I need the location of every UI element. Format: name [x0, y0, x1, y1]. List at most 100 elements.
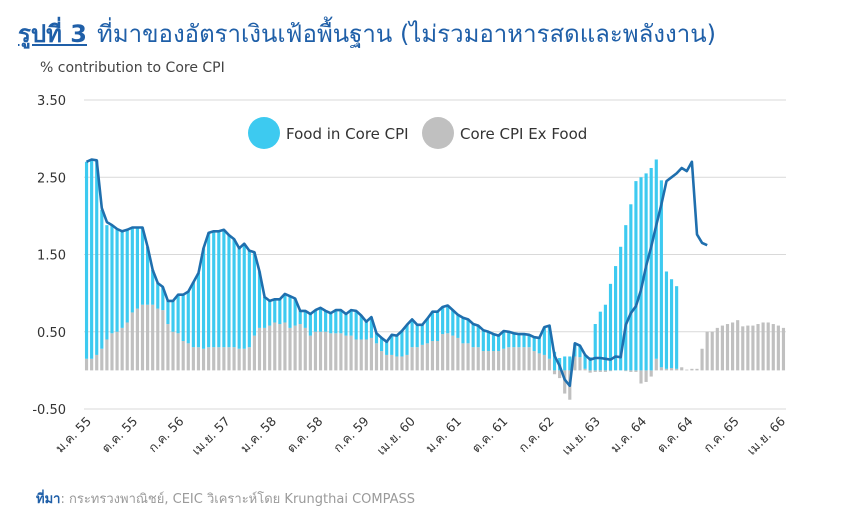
bar-core-ex-food: [552, 370, 557, 375]
bar-core-ex-food: [329, 333, 333, 371]
bar-food-in-core: [100, 209, 104, 349]
bar-core-ex-food: [181, 341, 185, 371]
chart-title: รูปที่ 3 ที่มาของอัตราเงินเฟ้อพื้นฐาน (ไม…: [18, 14, 716, 53]
bar-food-in-core: [420, 324, 424, 345]
bar-core-ex-food: [761, 322, 765, 371]
bar-food-in-core: [512, 333, 516, 348]
x-tick-label: ก.ค. 65: [700, 414, 742, 456]
bar-core-ex-food: [354, 339, 358, 371]
bar-food-in-core: [156, 283, 160, 309]
bar-core-ex-food: [171, 331, 175, 371]
bar-core-ex-food: [756, 324, 760, 371]
bar-core-ex-food: [324, 331, 328, 371]
bar-food-in-core: [115, 229, 119, 332]
bar-core-ex-food: [298, 324, 302, 371]
bar-food-in-core: [532, 337, 536, 352]
bar-food-in-core: [471, 324, 475, 348]
bar-core-ex-food: [115, 331, 119, 371]
bar-food-in-core: [268, 300, 272, 326]
bar-core-ex-food: [522, 347, 526, 371]
bar-core-ex-food: [308, 335, 312, 371]
bar-food-in-core: [385, 341, 389, 355]
bar-food-in-core: [614, 266, 618, 371]
source-text: : กระทรวงพาณิชย์, CEIC วิเคราะห์โดย Krun…: [60, 492, 415, 507]
bar-core-ex-food: [237, 348, 241, 371]
bar-core-ex-food: [369, 337, 373, 371]
bar-core-ex-food: [588, 370, 592, 373]
bar-core-ex-food: [583, 368, 587, 371]
bar-core-ex-food: [491, 351, 496, 371]
bar-core-ex-food: [247, 347, 251, 371]
bar-core-ex-food: [532, 351, 536, 371]
bar-core-ex-food: [705, 331, 709, 371]
bar-food-in-core: [634, 181, 638, 371]
bar-food-in-core: [161, 286, 165, 311]
bar-core-ex-food: [654, 358, 658, 371]
bar-food-in-core: [288, 296, 292, 328]
bar-core-ex-food: [156, 308, 160, 371]
figure-label: รูปที่ 3: [18, 20, 87, 48]
y-tick-label: 1.50: [37, 249, 66, 264]
x-tick-label: ต.ค. 61: [469, 414, 511, 456]
bar-food-in-core: [105, 225, 109, 340]
bar-core-ex-food: [430, 341, 435, 371]
bar-food-in-core: [451, 310, 455, 336]
bar-core-ex-food: [542, 354, 546, 371]
y-axis-ticks: 3.50 2.50 1.50 0.50 -0.50: [32, 94, 66, 418]
bar-core-ex-food: [415, 347, 419, 371]
bar-core-ex-food: [263, 327, 267, 371]
bar-core-ex-food: [685, 369, 689, 371]
bar-core-ex-food: [497, 351, 501, 371]
bar-food-in-core: [486, 331, 490, 352]
bar-core-ex-food: [466, 343, 470, 371]
bar-core-ex-food: [659, 367, 663, 371]
bar-core-ex-food: [502, 348, 506, 371]
bar-core-ex-food: [573, 356, 577, 371]
bar-food-in-core: [390, 334, 394, 355]
bar-core-ex-food: [435, 341, 440, 371]
bar-core-ex-food: [212, 347, 216, 371]
bar-core-ex-food: [339, 333, 343, 371]
y-axis-unit-label: % contribution to Core CPI: [40, 60, 225, 76]
bar-food-in-core: [313, 310, 318, 332]
bar-core-ex-food: [222, 347, 226, 371]
bar-core-ex-food: [675, 368, 679, 371]
bar-core-ex-food: [135, 308, 139, 371]
bar-core-ex-food: [527, 347, 531, 371]
bar-food-in-core: [318, 307, 323, 332]
bar-food-in-core: [608, 283, 613, 371]
bar-food-in-core: [110, 225, 114, 334]
bar-food-in-core: [547, 325, 552, 359]
bar-food-in-core: [135, 227, 139, 309]
source-note: ที่มา: กระทรวงพาณิชย์, CEIC วิเคราะห์โดย…: [36, 488, 415, 509]
bar-food-in-core: [552, 351, 557, 371]
bar-core-ex-food: [669, 368, 674, 371]
bar-core-ex-food: [593, 370, 597, 372]
bar-core-ex-food: [161, 310, 165, 371]
bar-food-in-core: [639, 177, 643, 371]
bar-core-ex-food: [405, 354, 409, 371]
bar-core-ex-food: [512, 347, 516, 371]
bar-food-in-core: [380, 337, 384, 352]
bar-food-in-core: [303, 310, 307, 328]
x-tick-label: เม.ย. 66: [744, 413, 788, 457]
x-tick-label: ก.ค. 56: [145, 413, 187, 455]
bar-food-in-core: [405, 324, 409, 355]
bar-core-ex-food: [227, 347, 231, 371]
bar-food-in-core: [669, 279, 674, 369]
bar-food-in-core: [278, 299, 282, 325]
bar-core-ex-food: [537, 353, 541, 371]
bar-food-in-core: [293, 298, 297, 326]
bar-core-ex-food: [400, 356, 404, 371]
bar-food-in-core: [675, 286, 679, 369]
bar-core-ex-food: [634, 370, 638, 372]
bar-food-in-core: [90, 159, 94, 359]
bar-food-in-core: [237, 248, 241, 349]
bar-food-in-core: [497, 335, 501, 352]
bar-food-in-core: [212, 231, 216, 348]
bar-food-in-core: [415, 324, 419, 348]
bar-core-ex-food: [741, 326, 745, 371]
bar-food-in-core: [654, 159, 658, 359]
bar-food-in-core: [430, 311, 435, 342]
bar-food-in-core: [400, 330, 404, 357]
